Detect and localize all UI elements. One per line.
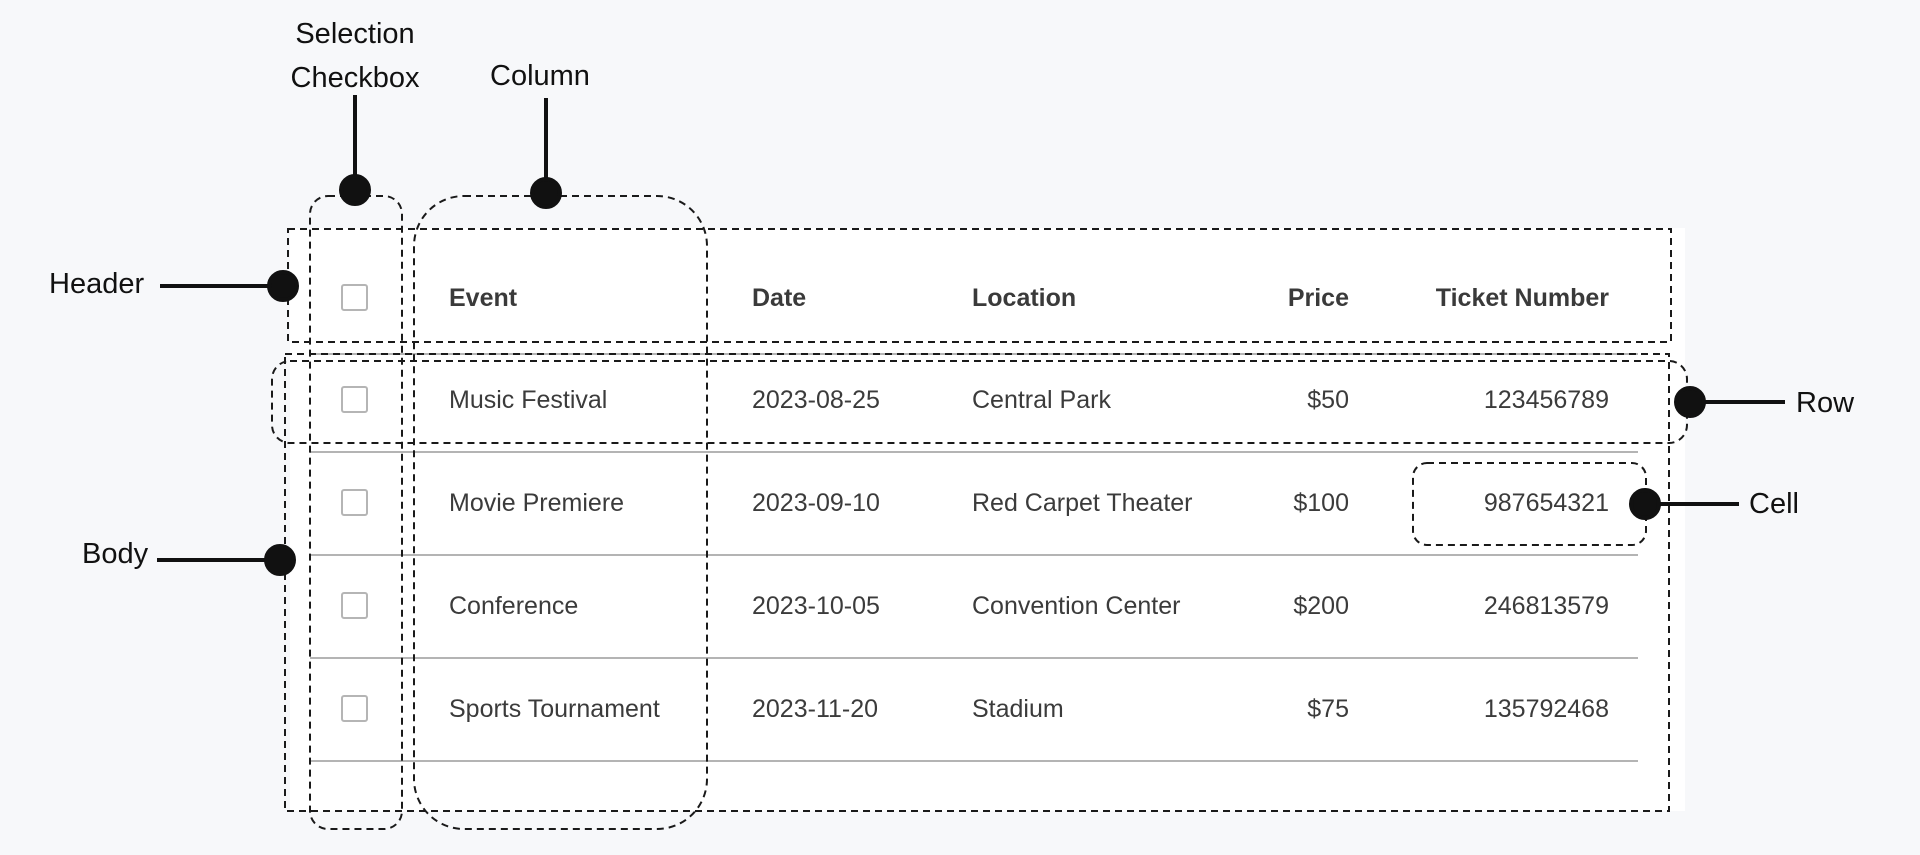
column-header-date[interactable]: Date [752,284,807,312]
cell-price: $100 [1293,489,1349,517]
row-divider [310,760,1638,762]
column-header-event[interactable]: Event [449,284,518,312]
column-header-price[interactable]: Price [1287,284,1349,312]
cell-ticket-number: 246813579 [1483,592,1609,620]
label-column: Column [490,60,590,92]
cell-event: Conference [449,592,579,620]
cell-event: Sports Tournament [449,695,660,723]
cell-date: 2023-10-05 [752,592,880,620]
row-checkbox[interactable] [341,489,368,516]
cell-date: 2023-09-10 [752,489,880,517]
cell-date: 2023-08-25 [752,386,880,414]
row-divider [310,554,1638,556]
label-header: Header [49,268,145,300]
cell-location: Red Carpet Theater [972,489,1193,517]
cell-ticket-number: 123456789 [1483,386,1609,414]
column-outline [413,195,708,830]
row-checkbox[interactable] [341,695,368,722]
label-cell: Cell [1749,488,1799,520]
select-all-checkbox[interactable] [341,284,368,311]
checkbox-column-outline [309,195,403,830]
row-checkbox[interactable] [341,592,368,619]
row-outline [271,360,1688,444]
cell-ticket-number: 987654321 [1483,489,1609,517]
column-pointer-dot [530,177,562,209]
cell-date: 2023-11-20 [752,695,879,723]
cell-price: $200 [1293,592,1349,620]
column-header-location[interactable]: Location [972,284,1077,312]
data-table [290,228,1685,811]
label-selection-checkbox: Selection Checkbox [290,18,420,94]
header-pointer-dot [267,270,299,302]
row-checkbox[interactable] [341,386,368,413]
label-body: Body [82,538,149,570]
checkbox-pointer-dot [339,174,371,206]
body-pointer-dot [264,544,296,576]
row-divider [310,451,1638,453]
cell-location: Central Park [972,386,1111,414]
header-outline [287,228,1672,343]
label-row: Row [1796,387,1855,419]
body-outline [284,353,1670,812]
cell-price: $50 [1307,386,1349,414]
row-divider [310,657,1638,659]
cell-outline [1412,462,1647,546]
cell-ticket-number: 135792468 [1483,695,1609,723]
cell-location: Stadium [972,695,1064,723]
column-header-ticket-number[interactable]: Ticket Number [1435,284,1609,312]
row-pointer-dot [1674,386,1706,418]
cell-event: Music Festival [449,386,608,414]
cell-event: Movie Premiere [449,489,625,517]
cell-pointer-dot [1629,488,1661,520]
cell-location: Convention Center [972,592,1181,620]
cell-price: $75 [1307,695,1349,723]
